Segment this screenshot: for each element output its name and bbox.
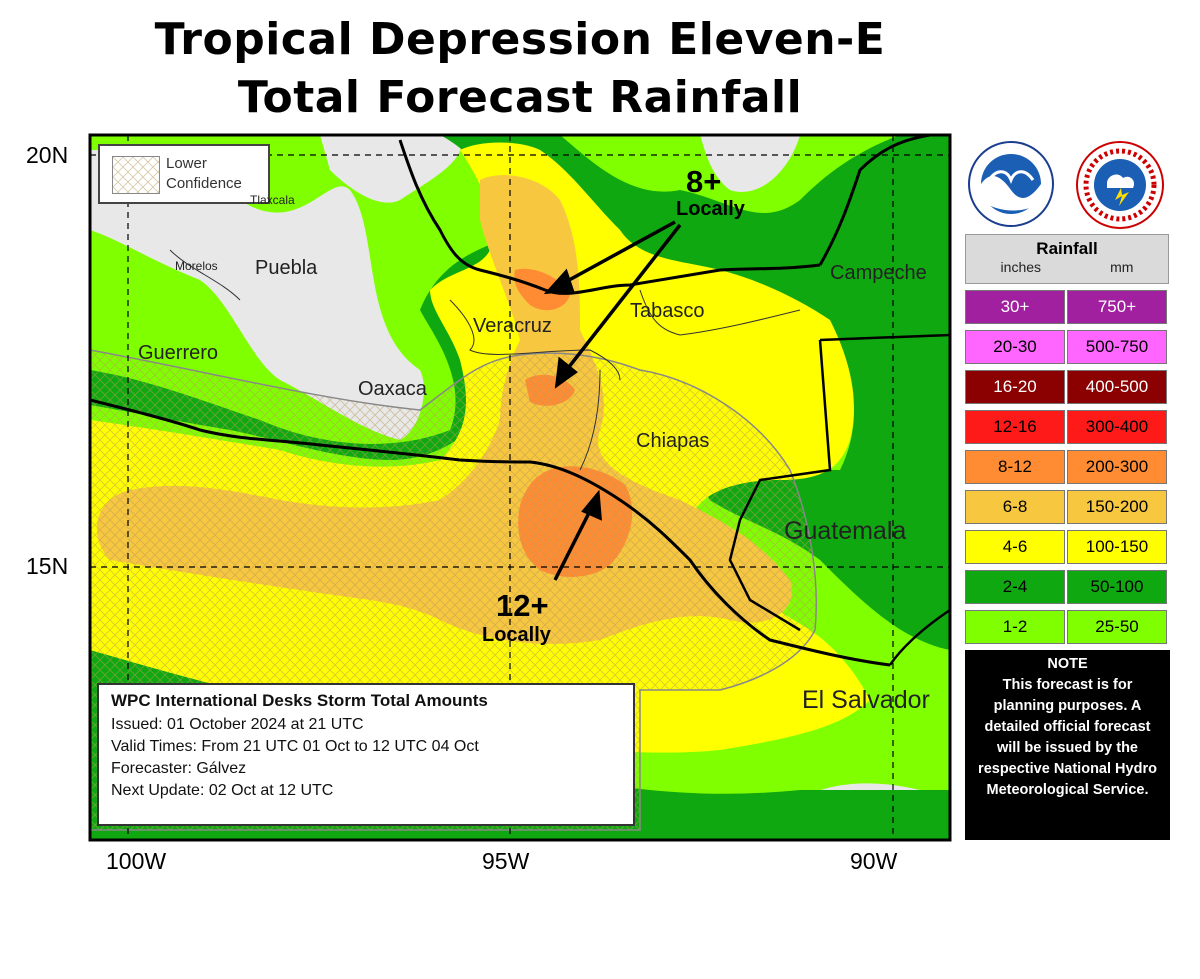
legend-row: 30+ 750+ — [965, 290, 1169, 324]
legend-row: 16-20 400-500 — [965, 370, 1169, 404]
north-amount-label: 8+ — [686, 164, 722, 199]
legend-mm-cell: 25-50 — [1067, 610, 1167, 644]
legend-inches-cell: 8-12 — [965, 450, 1065, 484]
legend-inches-cell: 6-8 — [965, 490, 1065, 524]
lower-confidence-key: Lower Confidence — [98, 144, 270, 204]
legend-row: 20-30 500-750 — [965, 330, 1169, 364]
south-amount-label: 12+ — [496, 588, 549, 623]
hatch-swatch-icon — [112, 156, 160, 194]
label-guerrero: Guerrero — [138, 342, 219, 364]
noaa-logo — [968, 141, 1054, 227]
label-campeche: Campeche — [830, 262, 927, 284]
south-note-label: Locally — [482, 624, 551, 646]
lon-label-100w: 100W — [106, 848, 167, 874]
legend-row: 4-6 100-150 — [965, 530, 1169, 564]
note-header: NOTE — [1047, 656, 1088, 672]
legend-inches-cell: 4-6 — [965, 530, 1065, 564]
label-chiapas: Chiapas — [636, 430, 710, 452]
nws-logo — [1076, 141, 1164, 229]
legend-header: Rainfall inches mm — [965, 234, 1169, 284]
label-veracruz: Veracruz — [473, 315, 552, 337]
no-rain-gulf — [700, 135, 800, 192]
label-oaxaca: Oaxaca — [358, 378, 427, 400]
pacific-coastline — [90, 398, 891, 667]
info-header: WPC International Desks Storm Total Amou… — [111, 691, 488, 710]
legend-mm-cell: 50-100 — [1067, 570, 1167, 604]
title-line-1: Tropical Depression Eleven-E — [154, 14, 886, 65]
lon-label-90w: 90W — [850, 848, 898, 874]
legend-row: 1-2 25-50 — [965, 610, 1169, 644]
lat-label-15n: 15N — [26, 553, 69, 579]
info-issued: Issued: 01 October 2024 at 21 UTC — [111, 716, 364, 733]
lower-confidence-line1: Lower — [166, 155, 207, 172]
legend-mm-cell: 500-750 — [1067, 330, 1167, 364]
label-el-salvador: El Salvador — [802, 686, 930, 714]
forecast-info-box: WPC International Desks Storm Total Amou… — [97, 683, 635, 826]
legend-inches-cell: 30+ — [965, 290, 1065, 324]
legend-row: 8-12 200-300 — [965, 450, 1169, 484]
guatemala-border — [728, 333, 950, 632]
note-body: This forecast is for planning purposes. … — [978, 677, 1157, 798]
lower-confidence-line2: Confidence — [166, 175, 242, 192]
legend-mm-cell: 100-150 — [1067, 530, 1167, 564]
label-guatemala: Guatemala — [784, 517, 907, 545]
legend-mm-cell: 200-300 — [1067, 450, 1167, 484]
info-forecaster: Forecaster: Gálvez — [111, 760, 247, 777]
label-tlaxcala: Tlaxcala — [250, 193, 295, 207]
info-next-update: Next Update: 02 Oct at 12 UTC — [111, 782, 334, 799]
state-borders — [169, 249, 801, 471]
label-puebla: Puebla — [255, 257, 318, 279]
north-note-label: Locally — [676, 198, 745, 220]
legend-row: 2-4 50-100 — [965, 570, 1169, 604]
legend-inches-cell: 20-30 — [965, 330, 1065, 364]
legend-inches-cell: 1-2 — [965, 610, 1065, 644]
rain-2-4-field — [90, 135, 950, 650]
label-tabasco: Tabasco — [630, 300, 705, 322]
lon-label-95w: 95W — [482, 848, 530, 874]
legend-inches-cell: 16-20 — [965, 370, 1065, 404]
legend-row: 6-8 150-200 — [965, 490, 1169, 524]
legend-inches-cell: 2-4 — [965, 570, 1065, 604]
legend-col-inches: inches — [1000, 259, 1042, 275]
label-morelos: Morelos — [175, 259, 218, 273]
legend-col-mm: mm — [1110, 259, 1134, 275]
rainfall-legend: Rainfall inches mm 30+ 750+ 20-30 500-750 16… — [965, 234, 1169, 644]
annotation-arrows — [543, 220, 682, 581]
info-valid: Valid Times: From 21 UTC 01 Oct to 12 UT… — [111, 738, 479, 755]
legend-mm-cell: 750+ — [1067, 290, 1167, 324]
legend-mm-cell: 300-400 — [1067, 410, 1167, 444]
legend-title: Rainfall — [1036, 239, 1098, 258]
legend-mm-cell: 150-200 — [1067, 490, 1167, 524]
legend-inches-cell: 12-16 — [965, 410, 1065, 444]
title-line-2: Total Forecast Rainfall — [237, 72, 803, 123]
note-box: NOTE This forecast is for planning purpo… — [965, 650, 1170, 840]
legend-row: 12-16 300-400 — [965, 410, 1169, 444]
lat-label-20n: 20N — [26, 142, 69, 168]
legend-mm-cell: 400-500 — [1067, 370, 1167, 404]
no-rain-west — [90, 150, 424, 440]
